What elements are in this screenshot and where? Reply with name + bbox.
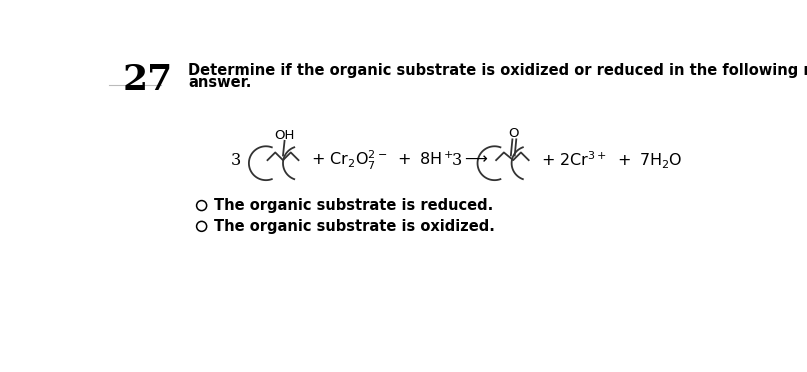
Text: $+\ \mathrm{Cr_2O_7^{2-}}\ +\ 8\mathrm{H^+}\ \longrightarrow$: $+\ \mathrm{Cr_2O_7^{2-}}\ +\ 8\mathrm{H… — [311, 148, 488, 172]
Text: O: O — [508, 128, 518, 141]
Text: 3: 3 — [452, 152, 462, 169]
Text: 3: 3 — [231, 152, 241, 169]
Text: $+\ 2\mathrm{Cr^{3+}}\ +\ 7\mathrm{H_2O}$: $+\ 2\mathrm{Cr^{3+}}\ +\ 7\mathrm{H_2O}… — [541, 150, 683, 171]
Text: The organic substrate is reduced.: The organic substrate is reduced. — [214, 198, 493, 213]
Text: answer.: answer. — [189, 76, 252, 90]
Text: OH: OH — [274, 129, 295, 142]
Text: Determine if the organic substrate is oxidized or reduced in the following react: Determine if the organic substrate is ox… — [189, 63, 807, 78]
Text: The organic substrate is oxidized.: The organic substrate is oxidized. — [214, 219, 495, 234]
Text: 27: 27 — [123, 63, 173, 97]
